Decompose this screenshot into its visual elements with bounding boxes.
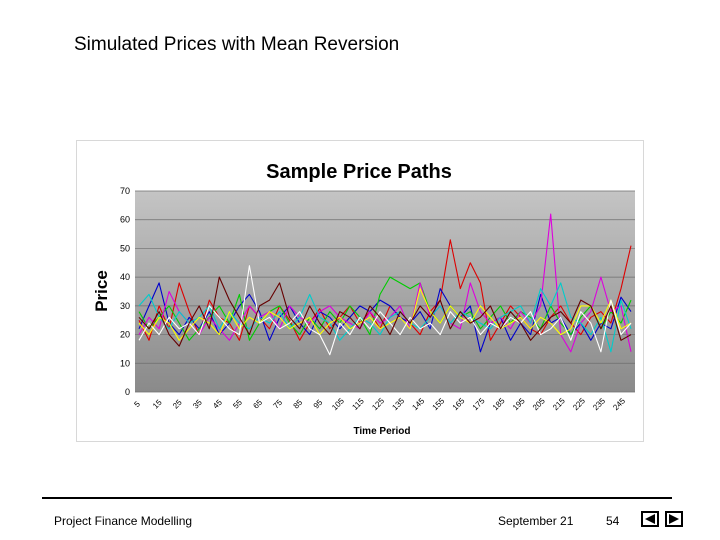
y-tick-label-30: 30 (120, 301, 130, 311)
plot-area (135, 191, 635, 392)
x-tick-label-95: 95 (312, 398, 325, 411)
x-tick-label-85: 85 (292, 398, 305, 411)
previous-slide-button[interactable] (641, 511, 659, 527)
x-tick-label-185: 185 (491, 396, 507, 412)
y-axis-label: Price (92, 270, 111, 312)
y-tick-label-0: 0 (125, 387, 130, 397)
x-tick-label-245: 245 (611, 396, 627, 412)
page-number: 54 (606, 514, 620, 528)
x-tick-label-235: 235 (591, 396, 607, 412)
x-tick-label-155: 155 (431, 396, 447, 412)
y-tick-label-20: 20 (120, 330, 130, 340)
series-line-8 (138, 276, 632, 347)
x-tick-label-195: 195 (511, 396, 527, 412)
x-tick-label-205: 205 (531, 396, 547, 412)
footer-rule (42, 497, 672, 499)
x-tick-label-145: 145 (410, 396, 426, 412)
footer-presentation-name: Project Finance Modelling (54, 514, 193, 528)
slide-title: Simulated Prices with Mean Reversion (74, 34, 400, 55)
x-tick-label-75: 75 (271, 398, 284, 411)
x-tick-label-135: 135 (390, 396, 406, 412)
y-tick-label-60: 60 (120, 215, 130, 225)
series-line-3 (138, 276, 632, 341)
x-tick-label-55: 55 (231, 398, 244, 411)
y-tick-label-50: 50 (120, 243, 130, 253)
y-tick-label-70: 70 (120, 186, 130, 196)
x-axis-label: Time Period (353, 426, 410, 437)
y-tick-label-40: 40 (120, 272, 130, 282)
x-tick-label-165: 165 (451, 396, 467, 412)
x-tick-label-35: 35 (191, 398, 204, 411)
next-slide-button[interactable] (665, 511, 683, 527)
footer-date: September 21 (498, 514, 574, 528)
chart-frame: Sample Price Paths Price Time Period 0 10… (76, 140, 644, 442)
previous-slide-icon (645, 514, 655, 524)
x-tick-label-15: 15 (151, 398, 164, 411)
y-tick-label-10: 10 (120, 358, 130, 368)
chart-title: Sample Price Paths (266, 161, 452, 183)
x-tick-label-45: 45 (211, 398, 224, 411)
x-tick-label-5: 5 (132, 399, 142, 409)
x-tick-label-125: 125 (370, 396, 386, 412)
x-tick-label-65: 65 (251, 398, 264, 411)
x-tick-label-115: 115 (350, 396, 366, 412)
next-slide-icon (669, 514, 679, 524)
x-tick-label-175: 175 (471, 396, 487, 412)
x-tick-label-105: 105 (330, 396, 346, 412)
x-tick-label-215: 215 (551, 396, 567, 412)
series-line-2 (138, 282, 632, 353)
series-line-7 (138, 265, 632, 356)
x-tick-label-25: 25 (171, 398, 184, 411)
price-paths-chart: Sample Price Paths Price Time Period 0 10… (92, 161, 635, 437)
x-tick-label-225: 225 (571, 396, 587, 412)
